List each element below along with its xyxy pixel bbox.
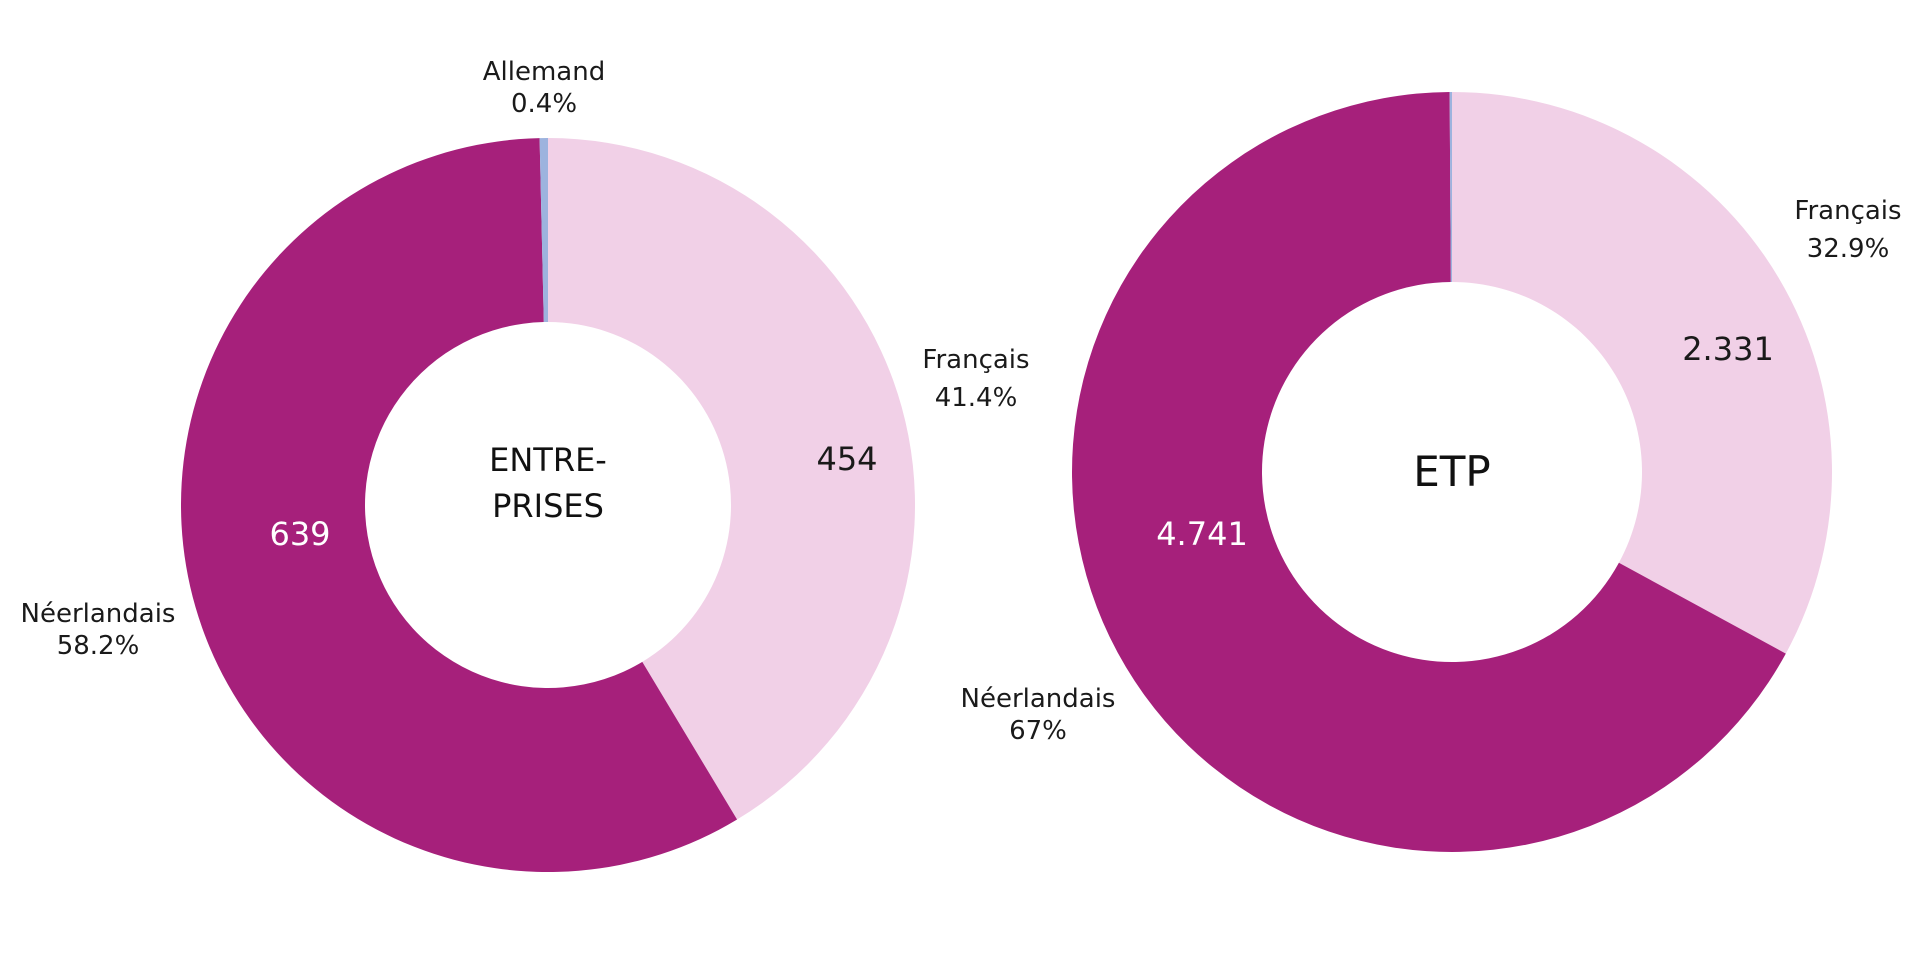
slice-value-label: 454 <box>816 440 877 478</box>
donut-chart-2 <box>1072 92 1833 852</box>
slice-value-label: 2.331 <box>1682 330 1774 368</box>
center-label: ENTRE- <box>489 441 607 479</box>
slice-franais <box>1452 92 1833 654</box>
center-label: PRISES <box>492 487 604 525</box>
center-label: ETP <box>1413 447 1491 496</box>
slice-percent-label: 67% <box>1009 716 1067 746</box>
slice-nerlandais <box>180 138 738 872</box>
slice-franais <box>548 138 915 820</box>
slice-allemand <box>1449 92 1452 283</box>
slice-percent-label: 0.4% <box>511 89 577 119</box>
slice-allemand <box>539 138 548 323</box>
slice-value-label: 639 <box>269 515 330 553</box>
slice-name-label: Français <box>922 345 1029 375</box>
slice-name-label: Néerlandais <box>961 684 1116 714</box>
slice-percent-label: 58.2% <box>57 631 140 661</box>
slice-nerlandais <box>1072 92 1786 852</box>
donut-chart-1 <box>180 138 915 872</box>
slice-name-label: Allemand <box>483 57 605 87</box>
slice-percent-label: 32.9% <box>1807 234 1890 264</box>
slice-name-label: Français <box>1794 196 1901 226</box>
slice-value-label: 4.741 <box>1156 515 1248 553</box>
slice-name-label: Néerlandais <box>21 599 176 629</box>
slice-percent-label: 41.4% <box>935 383 1018 413</box>
